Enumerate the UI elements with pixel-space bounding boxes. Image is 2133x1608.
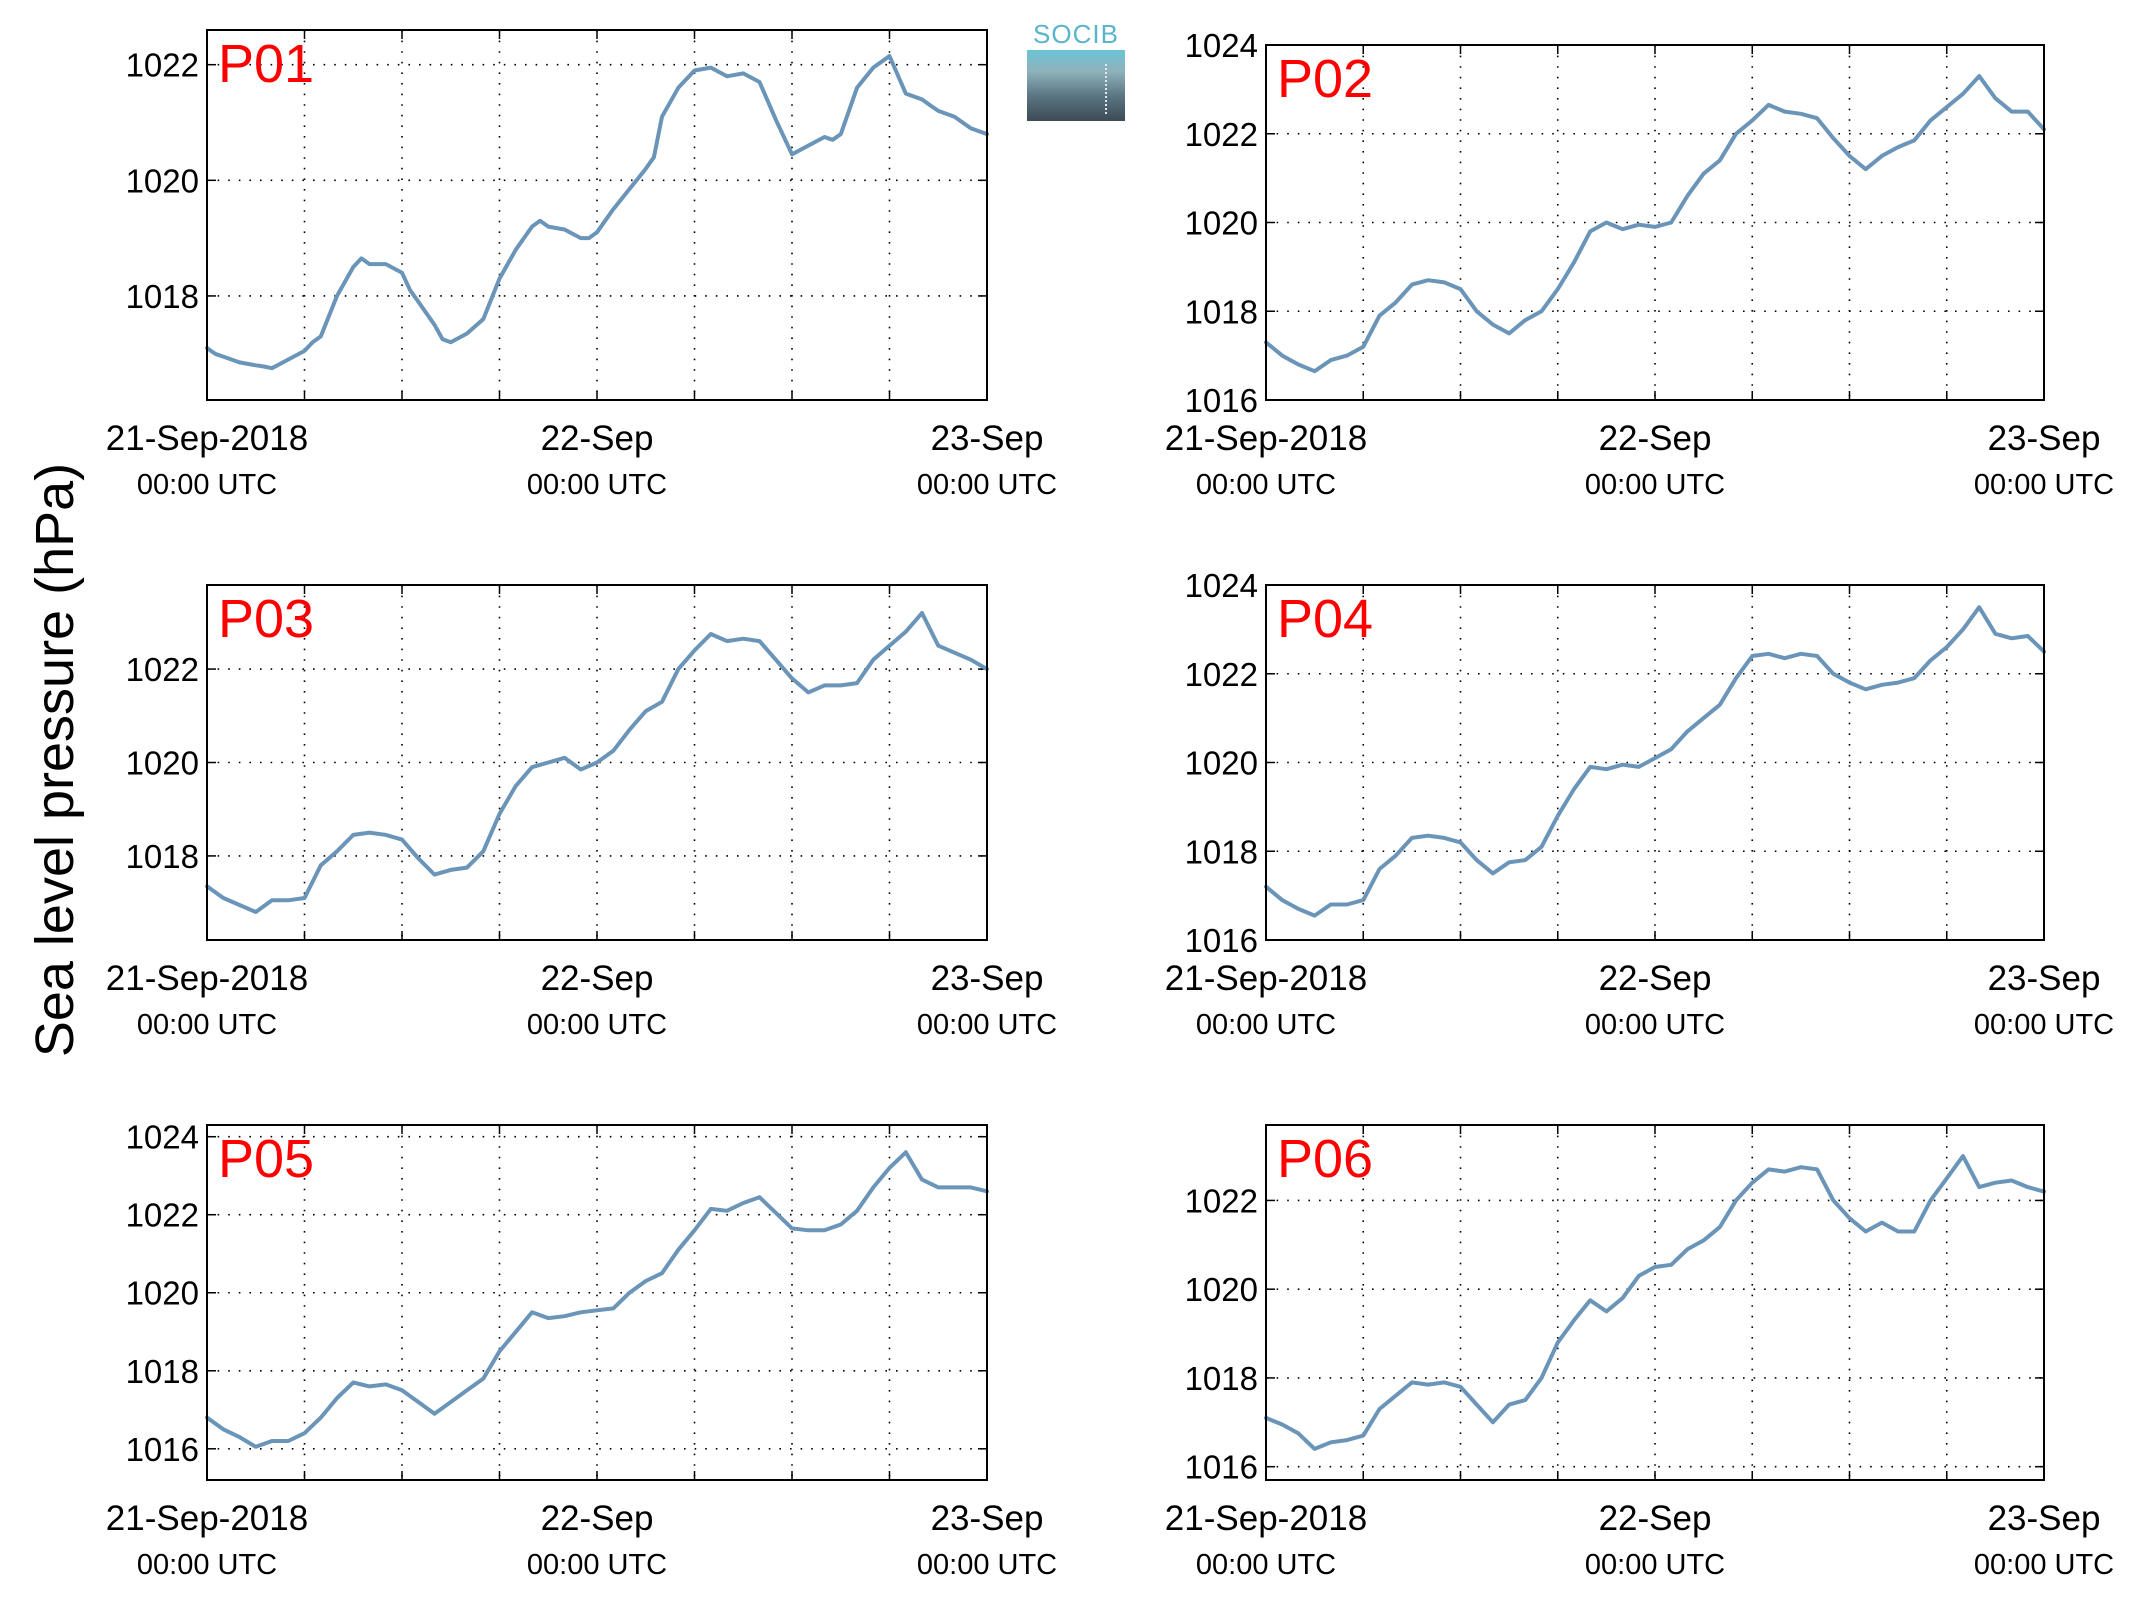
x-tick-date-label: 23-Sep [1988,419,2101,458]
x-tick-time-label: 00:00 UTC [137,1549,277,1581]
x-tick-time-label: 00:00 UTC [1974,1009,2114,1041]
pressure-series-line [205,1150,989,1449]
y-tick-label: 1022 [126,47,199,84]
y-axis-label: Sea level pressure (hPa) [25,462,85,1058]
y-tick-label: 1024 [1185,27,1258,64]
x-tick-date-label: 22-Sep [541,1499,654,1538]
x-tick-date-label: 21-Sep-2018 [106,419,308,458]
x-tick-time-label: 00:00 UTC [1974,469,2114,501]
x-tick-time-label: 00:00 UTC [917,1009,1057,1041]
panel-label: P05 [218,1129,314,1189]
y-tick-label: 1018 [126,838,199,875]
plot-area [1266,585,2044,940]
y-tick-label: 1018 [1185,293,1258,330]
y-tick-label: 1020 [1185,205,1258,242]
y-tick-label: 1022 [126,651,199,688]
panel-p01: 1018 1020 1022 21-Sep-2018 00:00 UTC 22-Sep 00… [106,29,1057,501]
y-tick-label: 1016 [1185,922,1258,959]
y-tick-label: 1020 [1185,1271,1258,1308]
y-tick-label: 1022 [1185,116,1258,153]
y-tick-label: 1024 [126,1119,199,1156]
y-tick-label: 1018 [1185,833,1258,870]
x-tick-date-label: 21-Sep-2018 [106,959,308,998]
y-tick-label: 1016 [1185,382,1258,419]
x-tick-date-label: 21-Sep-2018 [1165,1499,1367,1538]
plot-area [207,30,987,400]
panel-p06: 1016 1018 1020 1022 21-Sep-2018 00:00 UTC 22-S… [1165,1124,2114,1581]
socib-logo: SOCIB [1027,20,1125,121]
logo-dots [1105,64,1107,114]
axes-frame [206,584,988,941]
y-tick-label: 1016 [126,1431,199,1468]
y-tick-label: 1022 [1185,1182,1258,1219]
logo-text: SOCIB [1033,19,1119,49]
x-tick-date-label: 23-Sep [931,419,1044,458]
x-tick-time-label: 00:00 UTC [527,1009,667,1041]
x-tick-time-label: 00:00 UTC [917,1549,1057,1581]
x-tick-time-label: 00:00 UTC [527,1549,667,1581]
x-tick-date-label: 23-Sep [1988,959,2101,998]
y-tick-label: 1022 [1185,656,1258,693]
axes-frame [1265,1124,2045,1481]
x-tick-time-label: 00:00 UTC [1585,469,1725,501]
pressure-series-line [1264,605,2046,918]
x-tick-time-label: 00:00 UTC [1196,1549,1336,1581]
y-tick-label: 1018 [126,278,199,315]
panel-label: P04 [1277,589,1373,649]
plot-area [1266,1125,2044,1480]
x-tick-time-label: 00:00 UTC [917,469,1057,501]
y-tick-label: 1020 [126,162,199,199]
logo-wave-block [1027,50,1125,121]
panel-p02: 1016 1018 1020 1022 1024 21-Sep-2018 00:00 UTC… [1165,27,2114,501]
y-tick-label: 1018 [126,1353,199,1390]
x-tick-time-label: 00:00 UTC [137,469,277,501]
x-tick-time-label: 00:00 UTC [1585,1549,1725,1581]
x-tick-date-label: 22-Sep [541,419,654,458]
x-tick-date-label: 23-Sep [931,959,1044,998]
y-tick-label: 1022 [126,1197,199,1234]
x-tick-time-label: 00:00 UTC [527,469,667,501]
panel-label: P01 [218,34,314,94]
pressure-series-line [1264,74,2046,374]
x-tick-date-label: 22-Sep [1599,419,1712,458]
y-tick-label: 1020 [126,745,199,782]
x-tick-date-label: 21-Sep-2018 [106,1499,308,1538]
x-tick-time-label: 00:00 UTC [1196,1009,1336,1041]
y-tick-label: 1016 [1185,1449,1258,1486]
pressure-series-line [205,54,989,371]
x-tick-date-label: 23-Sep [931,1499,1044,1538]
y-tick-label: 1020 [126,1275,199,1312]
x-tick-time-label: 00:00 UTC [137,1009,277,1041]
x-tick-date-label: 22-Sep [1599,959,1712,998]
x-tick-time-label: 00:00 UTC [1585,1009,1725,1041]
pressure-series-line [205,611,989,914]
axes-frame [1265,44,2045,401]
x-tick-date-label: 22-Sep [541,959,654,998]
y-tick-label: 1024 [1185,567,1258,604]
y-tick-label: 1018 [1185,1360,1258,1397]
x-tick-time-label: 00:00 UTC [1196,469,1336,501]
plot-area [207,1125,987,1480]
panel-label: P03 [218,589,314,649]
x-tick-date-label: 21-Sep-2018 [1165,959,1367,998]
panel-label: P06 [1277,1129,1373,1189]
plot-area [1266,45,2044,400]
x-tick-date-label: 21-Sep-2018 [1165,419,1367,458]
panel-p03: 1018 1020 1022 21-Sep-2018 00:00 UTC 22-Sep 00… [106,584,1057,1041]
axes-frame [206,1124,988,1481]
x-tick-date-label: 22-Sep [1599,1499,1712,1538]
y-tick-label: 1020 [1185,745,1258,782]
x-tick-date-label: 23-Sep [1988,1499,2101,1538]
panel-p05: 1016 1018 1020 1022 1024 21-Sep-2018 00:00 UTC… [106,1119,1057,1581]
x-tick-time-label: 00:00 UTC [1974,1549,2114,1581]
panel-label: P02 [1277,49,1373,109]
axes-frame [1265,584,2045,941]
pressure-series-line [1264,1154,2046,1451]
panel-p04: 1016 1018 1020 1022 1024 21-Sep-2018 00:00 UTC… [1165,567,2114,1041]
axes-frame [206,29,988,401]
